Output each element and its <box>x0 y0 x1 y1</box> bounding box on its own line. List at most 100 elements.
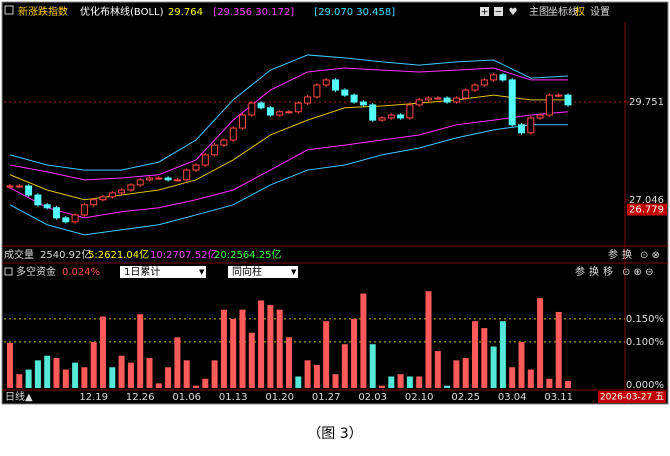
indicator-value: [29.070 30.458] <box>314 7 395 18</box>
bar <box>174 337 181 388</box>
svg-text:−: − <box>495 8 503 18</box>
bar <box>127 362 134 388</box>
caption: （图 3） <box>307 426 362 442</box>
bar <box>351 318 358 388</box>
x-tick-label: 01.06 <box>172 392 201 403</box>
bar <box>286 337 292 388</box>
toolbar-button[interactable]: 移 <box>603 265 613 278</box>
bar <box>499 321 506 388</box>
bar <box>267 305 274 388</box>
bar <box>509 367 516 388</box>
date-box <box>598 391 666 403</box>
bar <box>193 385 199 388</box>
toolbar[interactable]: 参换移 <box>575 265 613 278</box>
dropdown-label[interactable]: 1日累计 <box>124 265 160 278</box>
bar <box>34 360 41 388</box>
candle-body <box>545 94 553 116</box>
bar <box>258 300 265 388</box>
toolbar-button[interactable]: 换 <box>589 265 599 278</box>
period[interactable]: 日线▲ <box>5 390 33 403</box>
candle-body <box>480 79 488 86</box>
candle-body <box>341 89 349 96</box>
candle-body <box>62 217 70 223</box>
candle-body <box>136 179 144 186</box>
candle-body <box>164 177 172 181</box>
bar <box>397 374 404 388</box>
bar <box>565 381 571 388</box>
y-tick-label: 0.000% <box>626 380 664 391</box>
candle-body <box>518 124 525 134</box>
bar <box>546 378 553 388</box>
indicator-name: 优化布林线(BOLL) <box>80 5 164 18</box>
candle-body <box>499 74 507 81</box>
candle-body <box>183 169 191 181</box>
candle-body <box>490 74 498 81</box>
toolbar-button[interactable]: 设置 <box>590 6 610 18</box>
toolbar-button[interactable]: 坐标线 <box>548 5 578 18</box>
toolbar-button[interactable]: 主图 <box>529 6 549 18</box>
candle-body <box>415 99 423 106</box>
bar <box>388 376 395 388</box>
x-tick-label: 12.19 <box>79 392 108 403</box>
bar <box>276 309 283 388</box>
bar <box>239 309 246 388</box>
bar <box>537 298 544 388</box>
candle-body <box>220 139 228 146</box>
candle-body <box>192 164 200 171</box>
bar <box>360 293 367 388</box>
icon <box>4 267 13 276</box>
dropdown[interactable] <box>228 266 298 278</box>
candle-body <box>313 84 321 98</box>
candle-body <box>369 104 377 121</box>
bar <box>341 344 348 388</box>
candle-body <box>127 184 135 191</box>
volume-label: 成交量 <box>4 248 34 261</box>
candle-body <box>536 114 544 119</box>
candle-body <box>43 204 51 209</box>
bar <box>146 358 153 388</box>
bar <box>72 362 79 388</box>
bar <box>118 355 125 388</box>
bar <box>230 318 237 388</box>
volume-ma: 20:2564.25亿 <box>214 248 281 261</box>
candle-body <box>276 111 284 116</box>
candle-body <box>285 111 293 114</box>
toolbar-icon[interactable]: ⊙ ⊕ ⊖ <box>622 267 654 278</box>
toolbar-button[interactable]: 参 <box>575 265 585 278</box>
panel-title: 多空资金 <box>16 265 56 278</box>
bar <box>416 376 423 388</box>
price-marker: 26.779 <box>629 205 664 216</box>
x-tick-label: 01.20 <box>265 392 294 403</box>
candle-body <box>108 192 116 198</box>
candle-body <box>146 177 153 181</box>
toolbar-button[interactable]: 换 <box>622 248 632 261</box>
chart-title: 新涨跌指数 <box>18 5 68 18</box>
bar <box>183 360 190 388</box>
indicator-values: 29.764 [29.356 30.172] [29.070 30.458] <box>168 7 395 18</box>
toolbar-icons[interactable]: + − ♥ <box>480 7 518 18</box>
bar <box>332 374 339 388</box>
toolbar-icon[interactable]: ⊙ ⊗ <box>640 250 660 261</box>
bar <box>369 344 376 388</box>
candle-body <box>248 102 256 116</box>
toolbar-button[interactable]: 权 <box>575 5 585 18</box>
candle-body <box>527 117 535 134</box>
x-tick-label: 01.13 <box>219 392 248 403</box>
bar <box>25 369 32 388</box>
y-tick-label: 27.046 <box>629 195 664 206</box>
bar <box>165 367 172 388</box>
candle-body <box>332 79 339 91</box>
volume-ma: 10:2707.52亿 <box>150 248 217 261</box>
bar <box>472 321 478 388</box>
band-line <box>9 54 569 171</box>
bar <box>323 321 330 388</box>
dropdown[interactable] <box>120 266 206 278</box>
candle-body <box>359 101 367 106</box>
candle-body <box>257 102 265 109</box>
candle-body <box>211 144 219 156</box>
toolbar-button[interactable]: 参 <box>608 248 618 261</box>
y-tick-label: 0.100% <box>626 337 664 348</box>
dropdown-label[interactable]: 同向柱 <box>232 265 262 278</box>
dropdown-arrow: ▼ <box>199 268 205 276</box>
